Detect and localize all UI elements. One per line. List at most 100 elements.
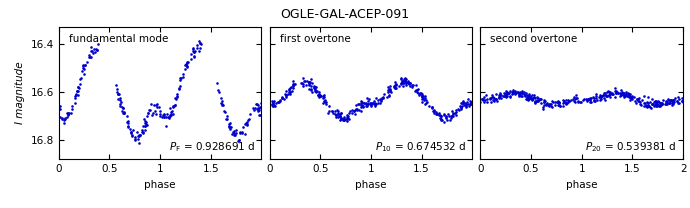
- Point: [533, 99, 544, 103]
- Point: [365, 105, 376, 108]
- Point: [398, 81, 409, 85]
- Point: [408, 83, 419, 87]
- Point: [455, 105, 466, 108]
- Point: [384, 88, 395, 91]
- Point: [390, 86, 401, 89]
- Point: [288, 79, 299, 83]
- Point: [57, 117, 68, 120]
- Point: [517, 92, 528, 95]
- Point: [419, 95, 430, 98]
- Point: [111, 87, 122, 91]
- Point: [235, 131, 246, 134]
- Point: [514, 92, 525, 96]
- Point: [649, 105, 660, 108]
- Point: [539, 100, 550, 103]
- Point: [356, 100, 367, 104]
- Point: [664, 101, 676, 105]
- Point: [641, 103, 652, 106]
- Point: [673, 102, 684, 105]
- Point: [123, 121, 134, 124]
- Point: [355, 99, 366, 102]
- Point: [177, 72, 188, 75]
- Point: [629, 96, 640, 99]
- Point: [268, 105, 279, 108]
- Point: [373, 99, 384, 102]
- Point: [177, 75, 188, 78]
- Point: [523, 94, 534, 97]
- Point: [217, 103, 228, 107]
- Point: [411, 90, 422, 94]
- Point: [382, 96, 393, 99]
- Point: [181, 60, 193, 63]
- Point: [254, 108, 265, 112]
- Point: [536, 102, 547, 105]
- Point: [498, 92, 509, 95]
- Point: [444, 119, 455, 122]
- Point: [288, 82, 299, 86]
- Point: [318, 94, 329, 97]
- Point: [369, 102, 380, 106]
- Point: [652, 100, 663, 104]
- Point: [279, 93, 290, 96]
- Point: [304, 81, 315, 84]
- Point: [166, 113, 177, 116]
- Point: [351, 108, 362, 111]
- Point: [221, 114, 233, 118]
- Point: [141, 122, 152, 125]
- Point: [404, 82, 415, 85]
- Point: [115, 102, 126, 106]
- Point: [553, 102, 564, 105]
- Point: [335, 118, 346, 122]
- Point: [502, 92, 513, 95]
- Point: [603, 89, 614, 92]
- Point: [161, 125, 172, 128]
- Point: [288, 82, 299, 86]
- Point: [253, 106, 264, 109]
- Point: [456, 104, 467, 107]
- Point: [342, 117, 353, 120]
- Point: [595, 98, 607, 101]
- Point: [391, 87, 402, 90]
- Point: [288, 83, 299, 87]
- Point: [390, 87, 401, 90]
- Point: [432, 112, 443, 116]
- Point: [490, 97, 501, 101]
- Point: [235, 131, 246, 134]
- Point: [455, 107, 466, 110]
- Point: [670, 96, 681, 99]
- Point: [651, 103, 662, 106]
- Point: [233, 139, 244, 142]
- Point: [644, 105, 656, 109]
- Point: [63, 111, 74, 115]
- Point: [371, 102, 382, 106]
- Point: [357, 105, 368, 109]
- Point: [602, 90, 613, 94]
- Point: [86, 55, 97, 58]
- Point: [159, 114, 170, 117]
- Point: [142, 112, 153, 115]
- Point: [557, 99, 568, 102]
- Point: [170, 97, 181, 100]
- Point: [224, 122, 235, 126]
- Point: [526, 97, 538, 100]
- Point: [137, 125, 148, 128]
- Point: [417, 98, 428, 101]
- Point: [457, 99, 468, 103]
- Point: [167, 112, 178, 116]
- Point: [333, 109, 344, 113]
- Point: [651, 102, 662, 105]
- Point: [647, 102, 658, 105]
- Point: [624, 94, 635, 98]
- Point: [267, 101, 278, 104]
- Point: [410, 90, 421, 93]
- Point: [487, 98, 498, 102]
- Point: [585, 100, 596, 104]
- Point: [241, 124, 253, 127]
- Point: [488, 95, 499, 99]
- Point: [519, 94, 530, 97]
- Point: [139, 121, 150, 124]
- Point: [242, 118, 253, 121]
- Point: [603, 91, 614, 94]
- Point: [127, 128, 138, 132]
- Point: [159, 112, 170, 115]
